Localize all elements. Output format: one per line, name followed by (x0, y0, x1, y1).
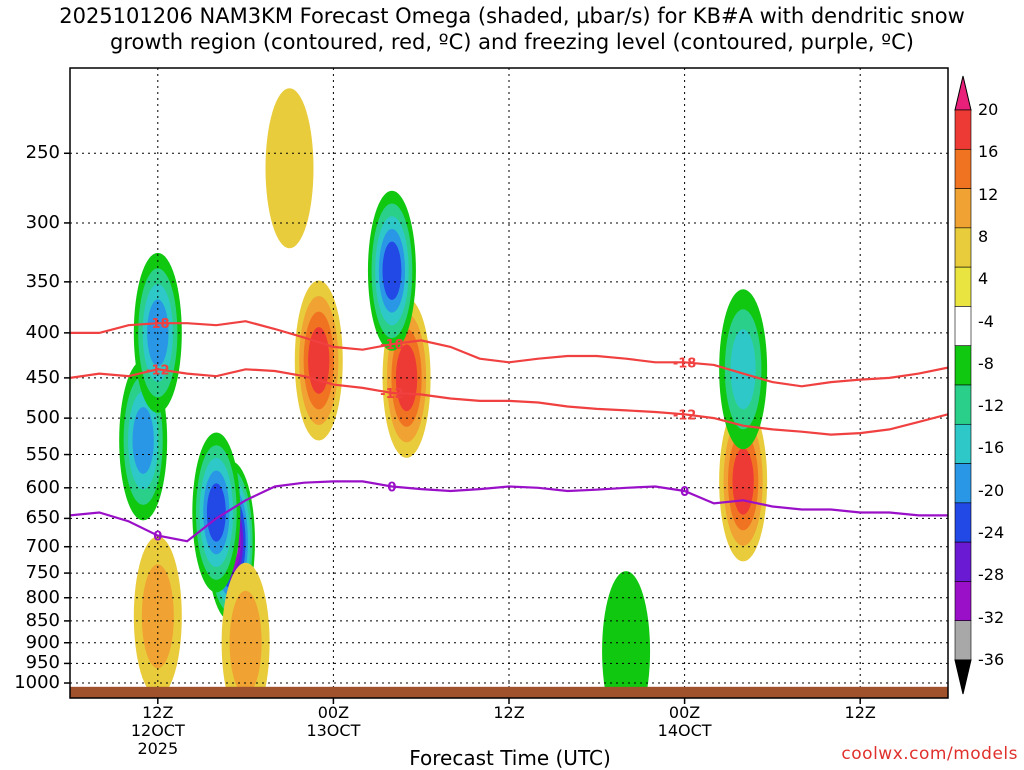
omega-cell-8 (730, 329, 756, 410)
colorbar-label: 20 (978, 100, 999, 119)
omega-cell-0 (132, 407, 154, 474)
colorbar-swatch (954, 423, 972, 464)
colorbar-swatch (954, 581, 972, 622)
contour-dgz_minus12 (70, 368, 948, 436)
colorbar-label: -8 (978, 353, 994, 373)
y-tick-label: 950 (25, 652, 60, 674)
y-tick-label: 450 (25, 366, 60, 388)
contour-label-dgz_minus18: -18 (673, 356, 697, 371)
y-tick-label: 700 (25, 535, 60, 557)
colorbar-swatch (954, 266, 972, 307)
colorbar-label: -24 (978, 523, 1005, 543)
contour-label-dgz_minus12: -12 (146, 363, 170, 378)
colorbar-swatch (954, 306, 972, 347)
colorbar-label: 16 (978, 142, 999, 162)
colorbar-label: 8 (978, 226, 989, 246)
y-tick-label: 1000 (14, 672, 60, 693)
colorbar-bottom-arrow (954, 659, 972, 695)
omega-cell-4 (308, 327, 330, 394)
contour-label-dgz_minus18: -18 (380, 338, 404, 353)
y-tick-label: 500 (25, 407, 60, 429)
x-tick-label: 00Z 14OCT (657, 703, 712, 740)
x-tick-label: 12Z 12OCT 2025 (130, 703, 185, 758)
colorbar-label: -16 (978, 438, 1005, 458)
colorbar-label: -4 (978, 311, 994, 331)
omega-cell-9 (265, 88, 314, 249)
y-tick-label: 400 (25, 321, 60, 343)
contour-label-dgz_minus12: -12 (673, 408, 697, 423)
colorbar-label: -32 (978, 607, 1005, 627)
colorbar-swatch (954, 148, 972, 189)
colorbar-swatch (954, 345, 972, 386)
x-tick-label: 12Z (844, 703, 876, 722)
colorbar (954, 75, 972, 695)
omega-cell-13 (602, 571, 651, 698)
omega-cell-3 (206, 483, 226, 542)
colorbar-label: -20 (978, 480, 1005, 500)
colorbar-swatch (954, 227, 972, 268)
colorbar-label: 4 (978, 269, 989, 289)
contour-label-freezing_0: 0 (153, 530, 162, 545)
x-tick-label: 12Z (493, 703, 525, 722)
x-axis-label: Forecast Time (UTC) (409, 746, 611, 770)
credit-text: coolwx.com/models (841, 744, 1018, 764)
colorbar-label: -12 (978, 396, 1005, 416)
y-tick-label: 800 (25, 586, 60, 608)
colorbar-swatch (954, 620, 972, 661)
contour-label-freezing_0: 0 (387, 481, 396, 496)
y-tick-label: 300 (25, 211, 60, 233)
chart-title-line1: 2025101206 NAM3KM Forecast Omega (shaded… (59, 4, 965, 28)
colorbar-swatch (954, 109, 972, 150)
contour-label-dgz_minus18: -18 (146, 317, 170, 332)
terrain-band (70, 686, 948, 698)
y-tick-label: 750 (25, 562, 60, 584)
colorbar-swatch (954, 384, 972, 425)
y-tick-label: 650 (25, 507, 60, 529)
colorbar-top-arrow (954, 75, 972, 111)
y-tick-label: 250 (25, 142, 60, 164)
colorbar-label: -36 (978, 650, 1005, 669)
colorbar-label: 12 (978, 184, 999, 204)
omega-cell-6 (382, 241, 402, 300)
y-tick-label: 600 (25, 476, 60, 498)
colorbar-swatch (954, 463, 972, 504)
contour-label-dgz_minus12: -12 (380, 387, 404, 402)
plot-frame (69, 67, 949, 699)
chart-title-line2: growth region (contoured, red, ºC) and f… (110, 30, 914, 54)
colorbar-swatch (954, 502, 972, 543)
y-tick-label: 350 (25, 270, 60, 292)
y-tick-label: 850 (25, 609, 60, 631)
colorbar-swatch (954, 541, 972, 582)
y-tick-label: 550 (25, 443, 60, 465)
omega-cell-7 (732, 448, 754, 515)
colorbar-label: -28 (978, 565, 1005, 585)
x-tick-label: 00Z 13OCT (306, 703, 361, 740)
y-tick-label: 900 (25, 631, 60, 653)
contour-dgz_minus18 (70, 320, 948, 388)
colorbar-swatch (954, 188, 972, 229)
contour-freezing_0 (70, 480, 948, 543)
contour-label-freezing_0: 0 (680, 485, 689, 500)
